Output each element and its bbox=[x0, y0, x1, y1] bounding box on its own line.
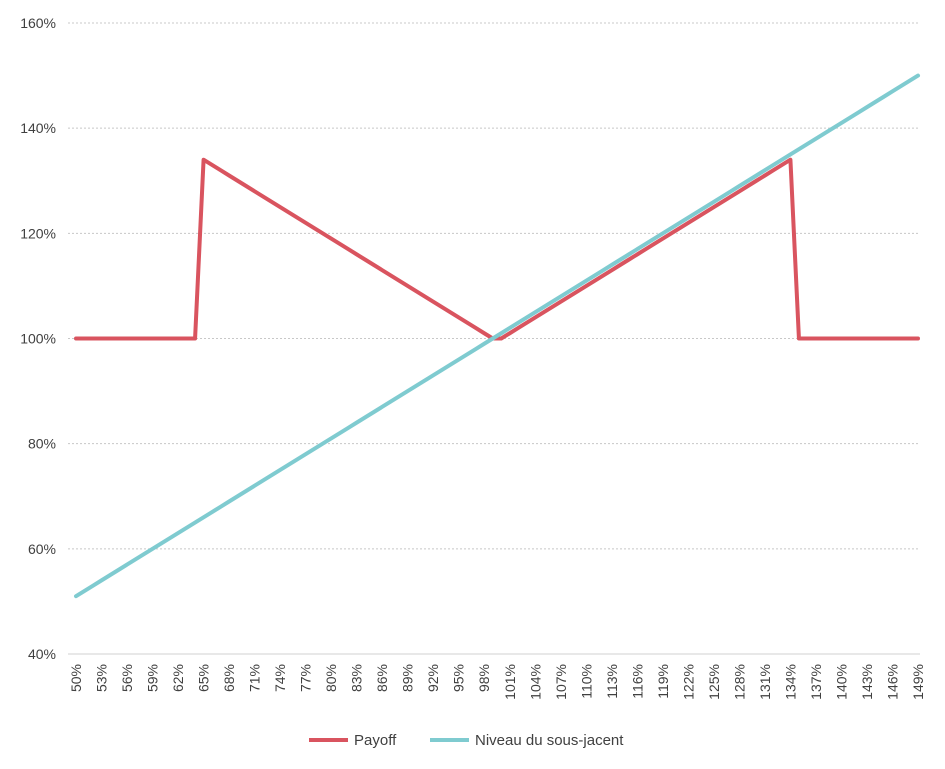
x-tick-label: 110% bbox=[578, 664, 594, 699]
x-tick-label: 137% bbox=[808, 664, 824, 700]
series-line-payoff bbox=[74, 157, 920, 341]
x-tick-label: 104% bbox=[527, 664, 543, 700]
x-tick-label: 62% bbox=[170, 664, 186, 692]
x-tick-label: 92% bbox=[425, 664, 441, 692]
y-tick-label: 60% bbox=[28, 541, 56, 557]
plot-series bbox=[74, 73, 920, 599]
x-tick-label: 83% bbox=[349, 664, 365, 692]
y-tick-label: 140% bbox=[20, 120, 56, 136]
x-tick-label: 101% bbox=[502, 664, 518, 700]
x-tick-label: 143% bbox=[859, 664, 875, 700]
x-tick-label: 122% bbox=[680, 664, 696, 700]
legend-label: Niveau du sous-jacent bbox=[475, 732, 624, 749]
x-tick-label: 59% bbox=[145, 664, 161, 692]
x-tick-label: 149% bbox=[910, 664, 926, 700]
y-tick-label: 120% bbox=[20, 225, 56, 241]
x-tick-label: 119% bbox=[655, 664, 671, 699]
x-tick-label: 86% bbox=[374, 664, 390, 692]
x-tick-label: 116% bbox=[629, 664, 645, 699]
y-tick-label: 40% bbox=[28, 646, 56, 662]
x-tick-label: 140% bbox=[833, 664, 849, 700]
x-tick-label: 56% bbox=[119, 664, 135, 692]
x-tick-label: 74% bbox=[272, 664, 288, 692]
x-tick-label: 128% bbox=[731, 664, 747, 700]
x-tick-label: 113% bbox=[604, 664, 620, 699]
x-tick-label: 77% bbox=[298, 664, 314, 692]
x-tick-label: 71% bbox=[247, 664, 263, 692]
x-tick-label: 131% bbox=[757, 664, 773, 700]
x-tick-label: 65% bbox=[196, 664, 212, 692]
x-tick-label: 80% bbox=[323, 664, 339, 692]
x-axis-tick-labels: 50% 53% 56% 59% 62% 65% 68% 71% 74% 77% 80% 83% 86% 8… bbox=[68, 664, 926, 700]
x-tick-label: 50% bbox=[68, 664, 84, 692]
grid-lines bbox=[68, 22, 920, 655]
y-axis-tick-labels: 40% 60% 80% 100% 120% 140% 160% bbox=[20, 15, 56, 662]
x-tick-label: 146% bbox=[884, 664, 900, 700]
x-tick-label: 68% bbox=[221, 664, 237, 692]
x-tick-label: 107% bbox=[553, 664, 569, 700]
y-tick-label: 80% bbox=[28, 436, 56, 452]
x-tick-label: 134% bbox=[782, 664, 798, 700]
x-tick-label: 98% bbox=[476, 664, 492, 692]
x-tick-label: 53% bbox=[94, 664, 110, 692]
x-tick-label: 95% bbox=[451, 664, 467, 692]
y-tick-label: 100% bbox=[20, 331, 56, 347]
legend-label: Payoff bbox=[354, 732, 397, 749]
x-tick-label: 89% bbox=[400, 664, 416, 692]
series-line-underlying bbox=[74, 73, 920, 599]
x-tick-label: 125% bbox=[706, 664, 722, 700]
y-tick-label: 160% bbox=[20, 15, 56, 31]
legend: Payoff Niveau du sous-jacent bbox=[309, 732, 624, 749]
